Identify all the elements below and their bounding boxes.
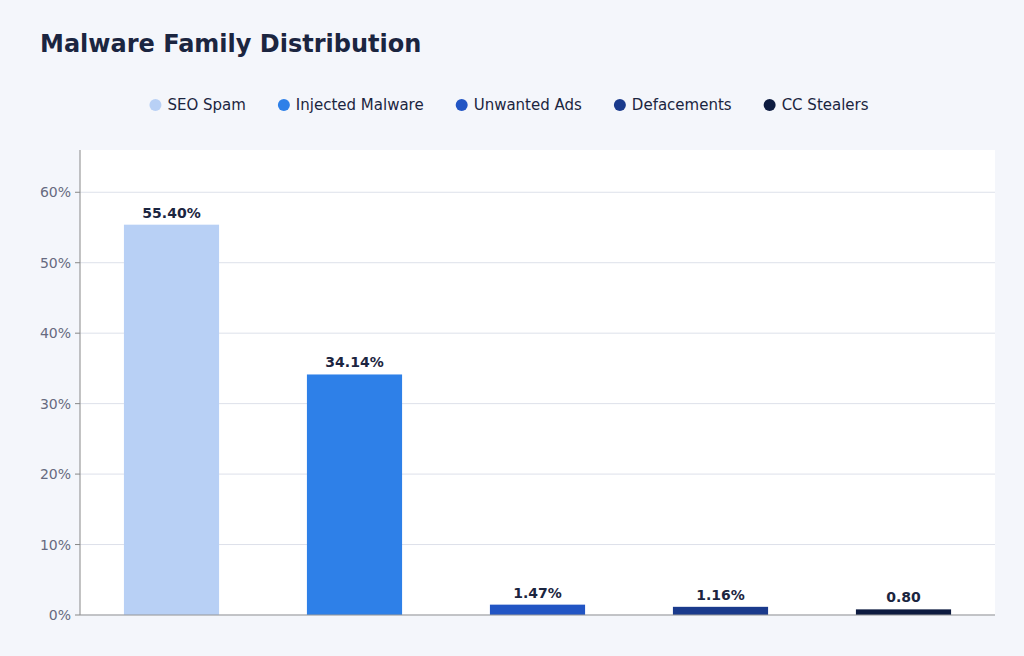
grid bbox=[80, 192, 995, 615]
legend-item: SEO Spam bbox=[149, 96, 245, 114]
y-tick-label: 40% bbox=[40, 325, 71, 341]
bar bbox=[673, 607, 768, 615]
legend-item: Unwanted Ads bbox=[456, 96, 582, 114]
legend-label: Injected Malware bbox=[296, 96, 424, 114]
legend-swatch bbox=[614, 99, 626, 111]
legend: SEO Spam Injected Malware Unwanted Ads Defa… bbox=[149, 96, 868, 114]
y-tick bbox=[75, 615, 80, 616]
y-tick-label: 30% bbox=[40, 396, 71, 412]
data-label: 1.47% bbox=[513, 585, 562, 601]
y-tick bbox=[75, 192, 80, 193]
data-label: 55.40% bbox=[142, 205, 200, 221]
legend-swatch bbox=[764, 99, 776, 111]
chart-title: Malware Family Distribution bbox=[40, 30, 421, 58]
y-tick bbox=[75, 474, 80, 475]
y-tick-label: 50% bbox=[40, 255, 71, 271]
y-tick-label: 60% bbox=[40, 184, 71, 200]
legend-swatch bbox=[149, 99, 161, 111]
plot-background bbox=[80, 150, 995, 615]
bar bbox=[307, 374, 402, 615]
bars bbox=[124, 225, 951, 615]
legend-item: CC Stealers bbox=[764, 96, 869, 114]
y-tick bbox=[75, 333, 80, 334]
x-axis-line bbox=[80, 615, 995, 616]
grid-line bbox=[80, 192, 995, 193]
y-tick-label: 0% bbox=[49, 607, 71, 623]
y-tick bbox=[75, 544, 80, 545]
legend-item: Defacements bbox=[614, 96, 732, 114]
data-label: 1.16% bbox=[696, 587, 745, 603]
bar bbox=[124, 225, 219, 615]
legend-label: CC Stealers bbox=[782, 96, 869, 114]
data-label: 34.14% bbox=[325, 354, 383, 370]
y-axis: 0% 10% 20% 30% 40% 50% 60% bbox=[40, 150, 80, 623]
bar bbox=[856, 609, 951, 615]
grid-line bbox=[80, 615, 995, 616]
y-tick-label: 10% bbox=[40, 537, 71, 553]
y-tick bbox=[75, 403, 80, 404]
legend-label: SEO Spam bbox=[167, 96, 245, 114]
legend-label: Defacements bbox=[632, 96, 732, 114]
legend-swatch bbox=[456, 99, 468, 111]
data-labels: 55.40% 34.14% 1.47% 1.16% 0.80 bbox=[142, 205, 921, 606]
legend-swatch bbox=[278, 99, 290, 111]
y-axis-line bbox=[80, 150, 81, 615]
bar bbox=[490, 605, 585, 615]
legend-label: Unwanted Ads bbox=[474, 96, 582, 114]
y-tick-label: 20% bbox=[40, 466, 71, 482]
chart-container: Malware Family Distribution SEO Spam Injec… bbox=[0, 0, 1024, 656]
y-tick bbox=[75, 262, 80, 263]
legend-item: Injected Malware bbox=[278, 96, 424, 114]
chart-svg: Malware Family Distribution SEO Spam Injec… bbox=[0, 0, 1024, 656]
data-label: 0.80 bbox=[886, 589, 921, 605]
